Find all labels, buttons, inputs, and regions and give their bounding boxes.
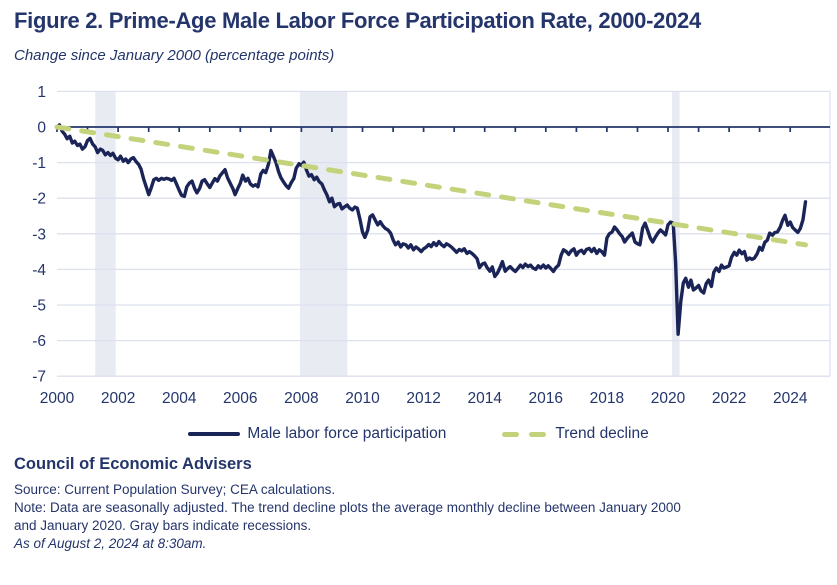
svg-text:1: 1 [37,84,46,101]
svg-text:-4: -4 [32,262,46,279]
legend-trend-label: Trend decline [555,425,649,442]
legend-item-participation: Male labor force participation [188,425,446,443]
svg-text:2016: 2016 [529,390,563,407]
figure-subtitle: Change since January 2000 (percentage po… [14,47,335,64]
note-line-1: Note: Data are seasonally adjusted. The … [14,500,681,515]
legend-participation-label: Male labor force participation [247,425,447,442]
participation-line-swatch-icon [188,432,241,436]
svg-text:-7: -7 [32,369,46,386]
svg-text:2024: 2024 [773,390,808,407]
svg-text:2018: 2018 [590,390,624,407]
svg-text:2000: 2000 [40,390,75,407]
svg-text:2022: 2022 [712,390,746,407]
svg-text:2010: 2010 [345,390,380,407]
svg-text:2020: 2020 [651,390,686,407]
svg-text:-6: -6 [32,333,46,350]
chart-legend: Male labor force participation Trend dec… [0,425,837,443]
svg-text:2006: 2006 [223,390,257,407]
svg-text:2014: 2014 [467,390,502,407]
note-line-2: and January 2020. Gray bars indicate rec… [14,518,312,533]
svg-text:-3: -3 [32,226,46,243]
svg-text:2012: 2012 [406,390,440,407]
svg-text:-2: -2 [32,191,46,208]
trend-dash-swatch-icon [502,431,547,437]
legend-item-trend: Trend decline [446,425,649,443]
svg-text:0: 0 [37,120,46,137]
org-name: Council of Economic Advisers [14,455,252,473]
source-line: Source: Current Population Survey; CEA c… [14,482,336,497]
asof-line: As of August 2, 2024 at 8:30am. [14,536,207,551]
line-chart: 1 0 -1 -2 -3 -4 -5 -6 -7 2000 2002 2004 2006 2008 2010… [32,84,831,407]
svg-text:-5: -5 [32,298,46,315]
figure-footer: Council of Economic Advisers Source: Cur… [14,455,681,553]
figure-title: Figure 2. Prime-Age Male Labor Force Par… [14,8,701,33]
svg-text:2002: 2002 [101,390,135,407]
svg-text:2008: 2008 [284,390,318,407]
svg-text:-1: -1 [32,155,46,172]
svg-text:2004: 2004 [162,390,197,407]
